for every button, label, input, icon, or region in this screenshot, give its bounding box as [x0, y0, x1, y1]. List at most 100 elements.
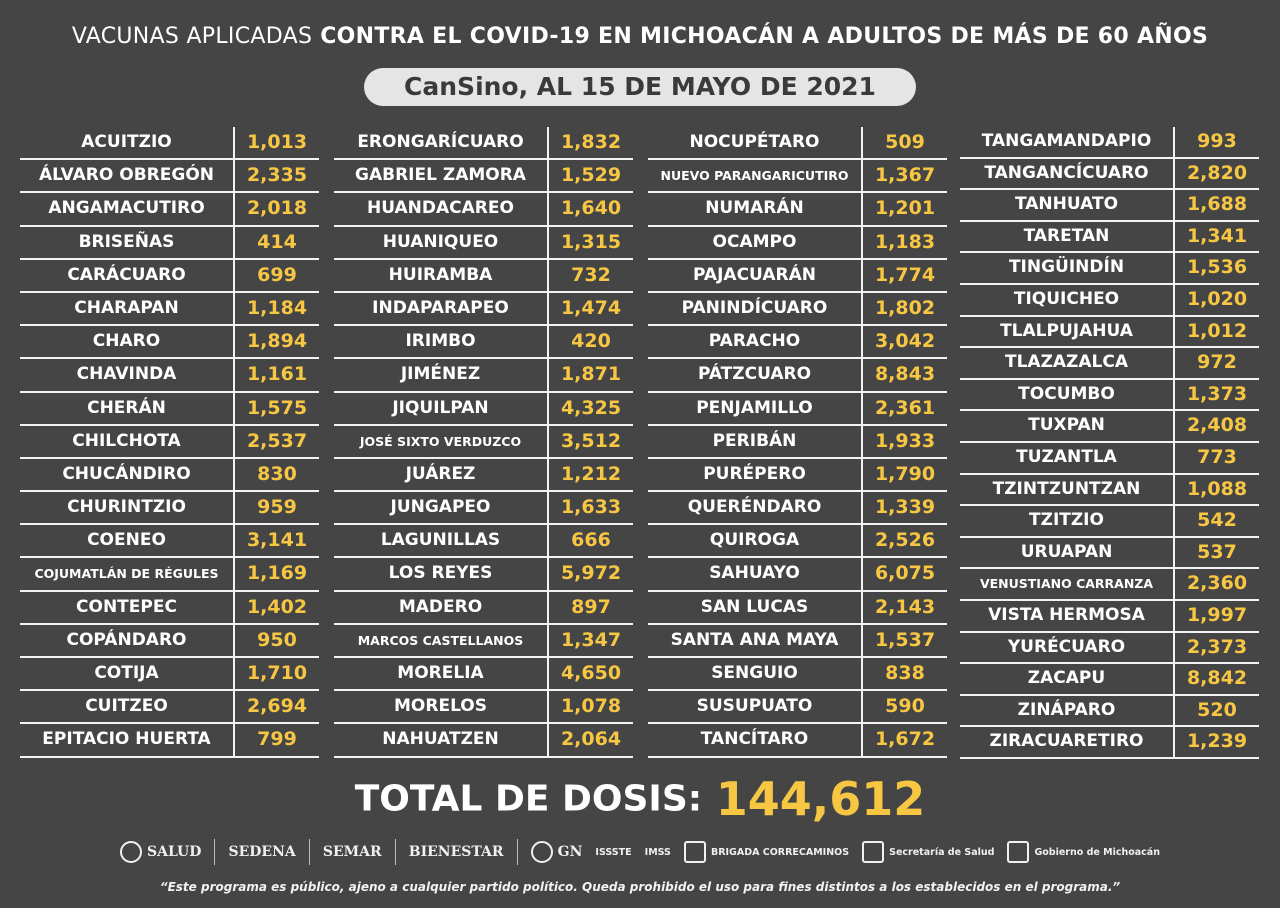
- municipality-name: ACUITZIO: [81, 132, 172, 152]
- total-label: TOTAL DE DOSIS:: [354, 778, 703, 820]
- dose-count: 8,843: [861, 359, 947, 391]
- municipality-name: MARCOS CASTELLANOS: [357, 632, 524, 648]
- dose-count: 1,672: [861, 724, 947, 756]
- dose-count: 830: [233, 458, 319, 491]
- dose-count: 590: [861, 691, 947, 723]
- municipality-name: PAJACUARÁN: [693, 264, 816, 285]
- table-row: COENEO 3,141: [20, 525, 319, 559]
- municipality-name: CHARO: [92, 331, 161, 352]
- dose-count: 1,537: [861, 624, 947, 656]
- table-row: JUÁREZ 1,212: [334, 458, 633, 493]
- issste-logo: ISSSTE: [595, 846, 632, 858]
- dose-count: 1,020: [1173, 284, 1259, 315]
- correcaminos-logo: BRIGADA CORRECAMINOS: [683, 841, 849, 863]
- table-row: HUIRAMBA 732: [334, 259, 633, 293]
- dose-count: 4,325: [547, 392, 633, 424]
- municipality-name: IRIMBO: [405, 331, 476, 352]
- total-value: 144,612: [715, 772, 926, 826]
- dose-count: 1,078: [547, 691, 633, 723]
- shield-icon: [1007, 841, 1030, 863]
- dose-count: 993: [1173, 127, 1259, 157]
- dose-count: 1,201: [861, 193, 947, 225]
- municipality-name: QUERÉNDARO: [687, 497, 822, 518]
- table-row: TZINTZUNTZAN 1,088: [960, 474, 1259, 507]
- dose-count: 1,088: [1173, 474, 1259, 505]
- municipality-name: TZINTZUNTZAN: [992, 478, 1141, 499]
- table-row: CHILCHOTA 2,537: [20, 425, 319, 459]
- dose-count: 666: [547, 525, 633, 557]
- municipality-name: QUIROGA: [709, 530, 800, 551]
- dose-count: 2,526: [861, 525, 947, 557]
- salud-logo: SALUD: [120, 841, 201, 863]
- municipality-name: ERONGARÍCUARO: [357, 132, 524, 152]
- municipality-name: SANTA ANA MAYA: [670, 629, 839, 650]
- dose-count: 3,042: [861, 326, 947, 358]
- table-row: EPITACIO HUERTA 799: [20, 724, 319, 758]
- shield-icon: [862, 841, 885, 863]
- salud-seal-icon: [120, 841, 142, 863]
- table-row: JIQUILPAN 4,325: [334, 392, 633, 426]
- municipality-name: TANGAMANDAPIO: [981, 131, 1152, 151]
- municipality-name: JUÁREZ: [405, 463, 476, 484]
- logo-divider: [394, 839, 396, 865]
- table-row: COPÁNDARO 950: [20, 624, 319, 658]
- table-row: CUITZEO 2,694: [20, 691, 319, 725]
- dose-count: 1,710: [233, 658, 319, 690]
- table-row: PANINDÍCUARO 1,802: [648, 292, 947, 327]
- dose-count: 1,169: [233, 558, 319, 590]
- municipality-name: HUIRAMBA: [388, 264, 493, 285]
- table-row: GABRIEL ZAMORA 1,529: [334, 160, 633, 194]
- title-light: VACUNAS APLICADAS: [71, 24, 313, 49]
- dose-count: 1,373: [1173, 379, 1259, 410]
- table-row: TIQUICHEO 1,020: [960, 284, 1259, 317]
- dose-count: 1,474: [547, 292, 633, 325]
- table-row: BRISEÑAS 414: [20, 226, 319, 260]
- table-row: TUZANTLA 773: [960, 442, 1259, 475]
- municipality-name: COTIJA: [94, 663, 159, 683]
- municipality-name: TUZANTLA: [1016, 446, 1117, 467]
- dose-count: 732: [547, 259, 633, 291]
- municipality-name: SAHUAYO: [709, 563, 800, 584]
- logo-divider: [516, 839, 518, 865]
- municipality-name: PERIBÁN: [712, 430, 797, 451]
- municipality-column-2: ERONGARÍCUARO 1,832 GABRIEL ZAMORA 1,529 HUA…: [334, 127, 633, 758]
- dose-count: 773: [1173, 442, 1259, 473]
- dose-count: 799: [233, 724, 319, 756]
- table-row: MORELIA 4,650: [334, 658, 633, 692]
- municipality-name: URUAPAN: [1020, 541, 1113, 562]
- municipality-name: CHILCHOTA: [72, 430, 181, 451]
- dose-count: 972: [1173, 348, 1259, 378]
- municipality-name: TLAZAZALCA: [1004, 352, 1129, 373]
- table-row: MADERO 897: [334, 591, 633, 625]
- table-row: CHARAPAN 1,184: [20, 292, 319, 327]
- table-row: TLALPUJAHUA 1,012: [960, 316, 1259, 349]
- municipality-name: MORELOS: [394, 696, 487, 717]
- table-row: TZITZIO 542: [960, 506, 1259, 538]
- table-row: TARETAN 1,341: [960, 221, 1259, 254]
- table-row: HUANIQUEO 1,315: [334, 226, 633, 260]
- page-title: VACUNAS APLICADAS CONTRA EL COVID-19 EN …: [0, 24, 1280, 49]
- table-row: TANHUATO 1,688: [960, 190, 1259, 222]
- table-row: QUIROGA 2,526: [648, 525, 947, 559]
- municipality-name: JUNGAPEO: [390, 497, 491, 518]
- table-row: ZINÁPARO 520: [960, 695, 1259, 728]
- dose-count: 1,688: [1173, 190, 1259, 220]
- table-row: VISTA HERMOSA 1,997: [960, 600, 1259, 633]
- table-row: VENUSTIANO CARRANZA 2,360: [960, 569, 1259, 601]
- roadrunner-icon: [683, 841, 706, 863]
- municipality-name: CHUCÁNDIRO: [62, 463, 191, 484]
- municipality-name: ANGAMACUTIRO: [48, 198, 205, 219]
- dose-count: 1,184: [233, 292, 319, 325]
- municipality-name: SUSUPUATO: [696, 696, 813, 717]
- table-row: ÁLVARO OBREGÓN 2,335: [20, 160, 319, 194]
- municipality-name: JIQUILPAN: [392, 397, 489, 418]
- municipality-name: LOS REYES: [388, 563, 493, 584]
- table-row: PAJACUARÁN 1,774: [648, 259, 947, 293]
- table-row: SENGUIO 838: [648, 658, 947, 692]
- dose-count: 1,341: [1173, 221, 1259, 252]
- municipality-name: TIQUICHEO: [1013, 288, 1120, 309]
- municipality-name: HUANDACAREO: [367, 198, 514, 219]
- table-row: CONTEPEC 1,402: [20, 591, 319, 625]
- municipality-name: CHURINTZIO: [67, 497, 186, 518]
- table-row: NUMARÁN 1,201: [648, 193, 947, 227]
